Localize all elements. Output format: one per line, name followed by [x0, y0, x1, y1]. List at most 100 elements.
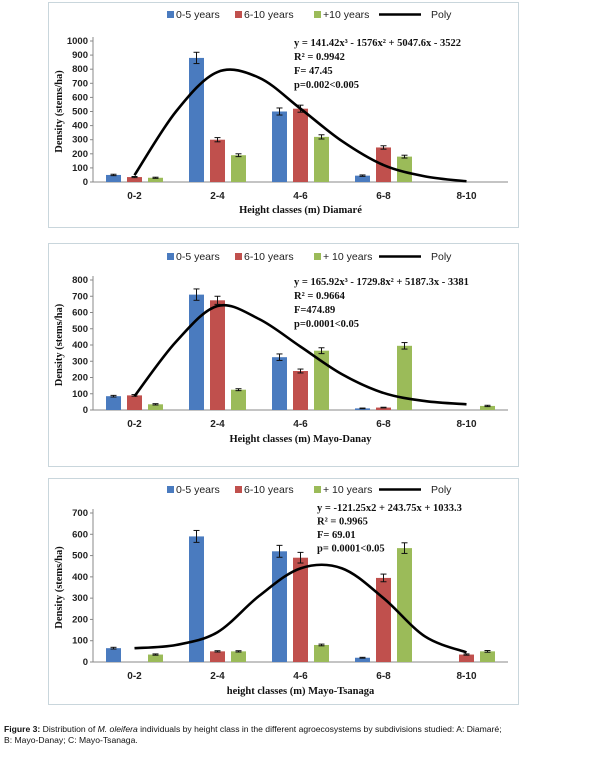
x-tick-label: 4-6: [293, 671, 308, 682]
y-tick-label: 400: [72, 572, 88, 583]
y-tick-label: 600: [72, 92, 88, 103]
y-tick-label: 600: [72, 308, 88, 319]
y-tick-label: 500: [72, 107, 88, 118]
legend-poly-label: Poly: [431, 484, 452, 496]
x-tick-label: 6-8: [376, 671, 391, 682]
bar-3: [480, 405, 495, 410]
y-tick-label: 300: [72, 356, 88, 367]
annotation: y = 165.92x³ - 1729.8x² + 5187.3x - 3381: [294, 277, 469, 288]
x-tick-label: 2-4: [210, 671, 225, 682]
bar-3: [314, 350, 329, 410]
poly-trend-line: [133, 68, 467, 183]
y-tick-label: 0: [83, 177, 88, 188]
annotation: R² = 0.9942: [294, 52, 345, 63]
y-tick-label: 300: [72, 593, 88, 604]
bar-3: [397, 345, 412, 410]
poly-trend-line: [133, 303, 467, 406]
bar-1: [106, 174, 121, 182]
bar-1: [189, 536, 204, 662]
y-tick-label: 700: [72, 291, 88, 302]
legend-label: + 10 years: [323, 251, 372, 263]
bar-1: [106, 396, 121, 410]
annotation: R² = 0.9965: [317, 517, 368, 528]
bar-1: [272, 551, 287, 662]
legend-label: + 10 years: [323, 484, 372, 496]
bar-3: [314, 644, 329, 662]
annotation: y = 141.42x³ - 1576x² + 5047.6x - 3522: [294, 38, 461, 49]
y-tick-label: 0: [83, 657, 88, 668]
x-axis-title: height classes (m) Mayo-Tsanaga: [227, 686, 375, 697]
annotation: R² = 0.9664: [294, 291, 346, 302]
annotation: F= 69.01: [317, 530, 356, 541]
legend-label: 6-10 years: [244, 251, 294, 263]
bar-3: [148, 177, 163, 182]
bar-1: [106, 648, 121, 662]
bar-3: [480, 651, 495, 662]
y-tick-label: 500: [72, 551, 88, 562]
annotation: p= 0.0001<0.05: [317, 544, 385, 555]
poly-trend-line: [134, 563, 467, 654]
bar-2: [210, 300, 225, 410]
legend-label: +10 years: [323, 9, 369, 21]
annotation: F=474.89: [294, 305, 335, 316]
annotation: p=0.002<0.005: [294, 80, 359, 91]
bar-2: [210, 651, 225, 662]
x-tick-label: 2-4: [210, 191, 225, 202]
bar-3: [314, 136, 329, 182]
chart-mayo-danay: 0 100 200 300 400 500 600 700 800 Density (stems/…: [54, 251, 508, 445]
bar-2: [376, 577, 391, 662]
caption-text-before: Distribution of: [40, 724, 98, 734]
y-tick-label: 900: [72, 50, 88, 61]
bar-3: [231, 389, 246, 410]
legend-swatch: [314, 253, 321, 260]
legend-swatch: [314, 486, 321, 493]
y-tick-label: 800: [72, 275, 88, 286]
y-tick-label: 200: [72, 149, 88, 160]
y-tick-label: 100: [72, 163, 88, 174]
legend-swatch: [167, 11, 174, 18]
bar-3: [231, 651, 246, 662]
x-axis-title: Height classes (m) Diamaré: [239, 205, 362, 216]
y-tick-label: 0: [83, 405, 88, 416]
bar-2: [376, 407, 391, 410]
x-tick-label: 8-10: [456, 419, 476, 430]
chart-diamare: 0 100 200 300 400 500 600 700 800 900 1000 Density …: [54, 9, 508, 216]
bar-1: [355, 175, 370, 182]
chart-panel-diamare: 0 100 200 300 400 500 600 700 800 900 1000 Density …: [48, 2, 519, 228]
x-tick-label: 0-2: [127, 419, 142, 430]
y-tick-label: 700: [72, 78, 88, 89]
legend-label: 6-10 years: [244, 484, 294, 496]
x-tick-label: 4-6: [293, 191, 308, 202]
legend-swatch: [167, 486, 174, 493]
y-tick-label: 700: [72, 508, 88, 519]
x-tick-label: 2-4: [210, 419, 225, 430]
chart-panel-mayo-tsanaga: 0 100 200 300 400 500 600 700 Density (stems/ha)…: [48, 478, 519, 705]
y-axis-title: Density (stems/ha): [54, 70, 65, 153]
y-tick-label: 100: [72, 636, 88, 647]
y-tick-label: 600: [72, 529, 88, 540]
y-axis-title: Density (stems/ha): [54, 546, 65, 629]
bar-3: [397, 548, 412, 662]
caption-text-after: individuals by height class in the diffe…: [137, 724, 502, 734]
bar-2: [210, 139, 225, 182]
annotation: F= 47.45: [294, 66, 333, 77]
y-tick-label: 800: [72, 64, 88, 75]
bar-2: [293, 371, 308, 410]
y-tick-label: 400: [72, 340, 88, 351]
y-tick-label: 500: [72, 324, 88, 335]
caption-prefix: Figure 3:: [4, 724, 41, 734]
bar-1: [189, 57, 204, 182]
bar-3: [397, 156, 412, 182]
bar-2: [293, 108, 308, 182]
bar-1: [189, 294, 204, 410]
x-axis-title: Height classes (m) Mayo-Danay: [229, 434, 372, 445]
legend-poly-label: Poly: [431, 9, 452, 21]
x-tick-label: 8-10: [456, 671, 476, 682]
bar-2: [293, 557, 308, 662]
legend-swatch: [235, 253, 242, 260]
figure-caption: Figure 3: Distribution of M. oleifera in…: [4, 724, 584, 746]
caption-species: M. oleifera: [97, 724, 138, 734]
y-tick-label: 200: [72, 373, 88, 384]
bar-1: [272, 357, 287, 410]
legend-label: 6-10 years: [244, 9, 294, 21]
